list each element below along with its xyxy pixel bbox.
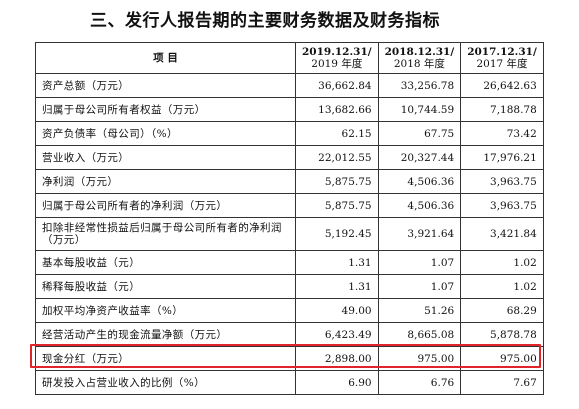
period-year: 2017 年度: [476, 58, 528, 70]
row-label: 营业收入（万元）: [35, 145, 296, 170]
table-row: 归属于母公司所有者的净利润（万元） 5,875.75 4,506.36 3,96…: [35, 193, 544, 218]
row-label: 基本每股收益（元）: [35, 250, 296, 275]
value-2018: 4,506.36: [377, 169, 462, 194]
period-date: 2017.12.31/: [467, 46, 537, 58]
period-header-2019: 2019.12.31/ 2019 年度: [295, 42, 379, 74]
value-2017: 3,421.84: [460, 217, 544, 251]
value-2018: 1.07: [377, 274, 462, 299]
row-label: 归属于母公司所有者权益（万元）: [35, 97, 296, 122]
value-2019: 49.00: [295, 298, 379, 323]
row-label: 资产总额（万元）: [35, 73, 296, 98]
value-2017: 17,976.21: [460, 145, 544, 170]
table-row: 研发投入占营业收入的比例（%） 6.90 6.76 7.67: [35, 370, 544, 395]
row-label: 归属于母公司所有者的净利润（万元）: [35, 193, 296, 218]
period-year: 2019 年度: [311, 58, 363, 70]
row-label: 资产负债率（母公司）（%）: [35, 121, 296, 146]
period-date: 2018.12.31/: [384, 46, 455, 58]
value-2018: 20,327.44: [377, 145, 462, 170]
financial-data-table: 项 目 2019.12.31/ 2019 年度 2018.12.31/ 2018…: [35, 42, 544, 395]
value-2019: 62.15: [295, 121, 379, 146]
value-2019: 13,682.66: [295, 97, 379, 122]
row-label: 经营活动产生的现金流量净额（万元）: [35, 322, 296, 347]
table-header-row: 项 目 2019.12.31/ 2019 年度 2018.12.31/ 2018…: [35, 42, 544, 74]
value-2018: 8,665.08: [377, 322, 462, 347]
value-2018: 1.07: [377, 250, 462, 275]
row-label: 研发投入占营业收入的比例（%）: [35, 370, 296, 395]
value-2017: 7,188.78: [460, 97, 544, 122]
value-2017: 7.67: [460, 370, 544, 395]
value-2017: 1.02: [460, 274, 544, 299]
value-2018: 4,506.36: [377, 193, 462, 218]
table-row-cash-dividend: 现金分红（万元） 2,898.00 975.00 975.00: [35, 346, 544, 371]
value-2019: 1.31: [295, 274, 379, 299]
table-row: 净利润（万元） 5,875.75 4,506.36 3,963.75: [35, 169, 544, 194]
table-row: 资产负债率（母公司）（%） 62.15 67.75 73.42: [35, 121, 544, 146]
value-2017: 26,642.63: [460, 73, 544, 98]
value-2019: 5,192.45: [295, 217, 379, 251]
value-2017: 1.02: [460, 250, 544, 275]
table-row: 稀释每股收益（元） 1.31 1.07 1.02: [35, 274, 544, 299]
table-row: 经营活动产生的现金流量净额（万元） 6,423.49 8,665.08 5,87…: [35, 322, 544, 347]
period-year: 2018 年度: [393, 58, 445, 70]
table-row: 资产总额（万元） 36,662.84 33,256.78 26,642.63: [35, 73, 544, 98]
value-2019: 5,875.75: [295, 193, 379, 218]
value-2017: 5,878.78: [460, 322, 544, 347]
value-2018: 975.00: [377, 346, 462, 371]
table-row: 基本每股收益（元） 1.31 1.07 1.02: [35, 250, 544, 275]
row-label: 扣除非经常性损益后归属于母公司所有者的净利润（万元）: [35, 217, 296, 251]
value-2018: 10,744.59: [377, 97, 462, 122]
table-row: 归属于母公司所有者权益（万元） 13,682.66 10,744.59 7,18…: [35, 97, 544, 122]
value-2017: 3,963.75: [460, 169, 544, 194]
table-row: 加权平均净资产收益率（%） 49.00 51.26 68.29: [35, 298, 544, 323]
value-2018: 67.75: [377, 121, 462, 146]
value-2019: 6.90: [295, 370, 379, 395]
item-column-header: 项 目: [35, 42, 296, 74]
value-2017: 975.00: [460, 346, 544, 371]
period-header-2018: 2018.12.31/ 2018 年度: [377, 42, 462, 74]
value-2019: 36,662.84: [295, 73, 379, 98]
section-heading: 三、发行人报告期的主要财务数据及财务指标: [90, 11, 440, 31]
row-label: 净利润（万元）: [35, 169, 296, 194]
value-2019: 22,012.55: [295, 145, 379, 170]
row-label: 稀释每股收益（元）: [35, 274, 296, 299]
table-row: 营业收入（万元） 22,012.55 20,327.44 17,976.21: [35, 145, 544, 170]
value-2018: 51.26: [377, 298, 462, 323]
value-2019: 6,423.49: [295, 322, 379, 347]
value-2017: 68.29: [460, 298, 544, 323]
period-date: 2019.12.31/: [302, 46, 372, 58]
value-2019: 5,875.75: [295, 169, 379, 194]
value-2017: 73.42: [460, 121, 544, 146]
value-2019: 1.31: [295, 250, 379, 275]
period-header-2017: 2017.12.31/ 2017 年度: [460, 42, 544, 74]
table-row: 扣除非经常性损益后归属于母公司所有者的净利润（万元） 5,192.45 3,92…: [35, 217, 544, 251]
value-2018: 33,256.78: [377, 73, 462, 98]
value-2017: 3,963.75: [460, 193, 544, 218]
value-2019: 2,898.00: [295, 346, 379, 371]
value-2018: 3,921.64: [377, 217, 462, 251]
row-label: 加权平均净资产收益率（%）: [35, 298, 296, 323]
row-label: 现金分红（万元）: [35, 346, 296, 371]
value-2018: 6.76: [377, 370, 462, 395]
